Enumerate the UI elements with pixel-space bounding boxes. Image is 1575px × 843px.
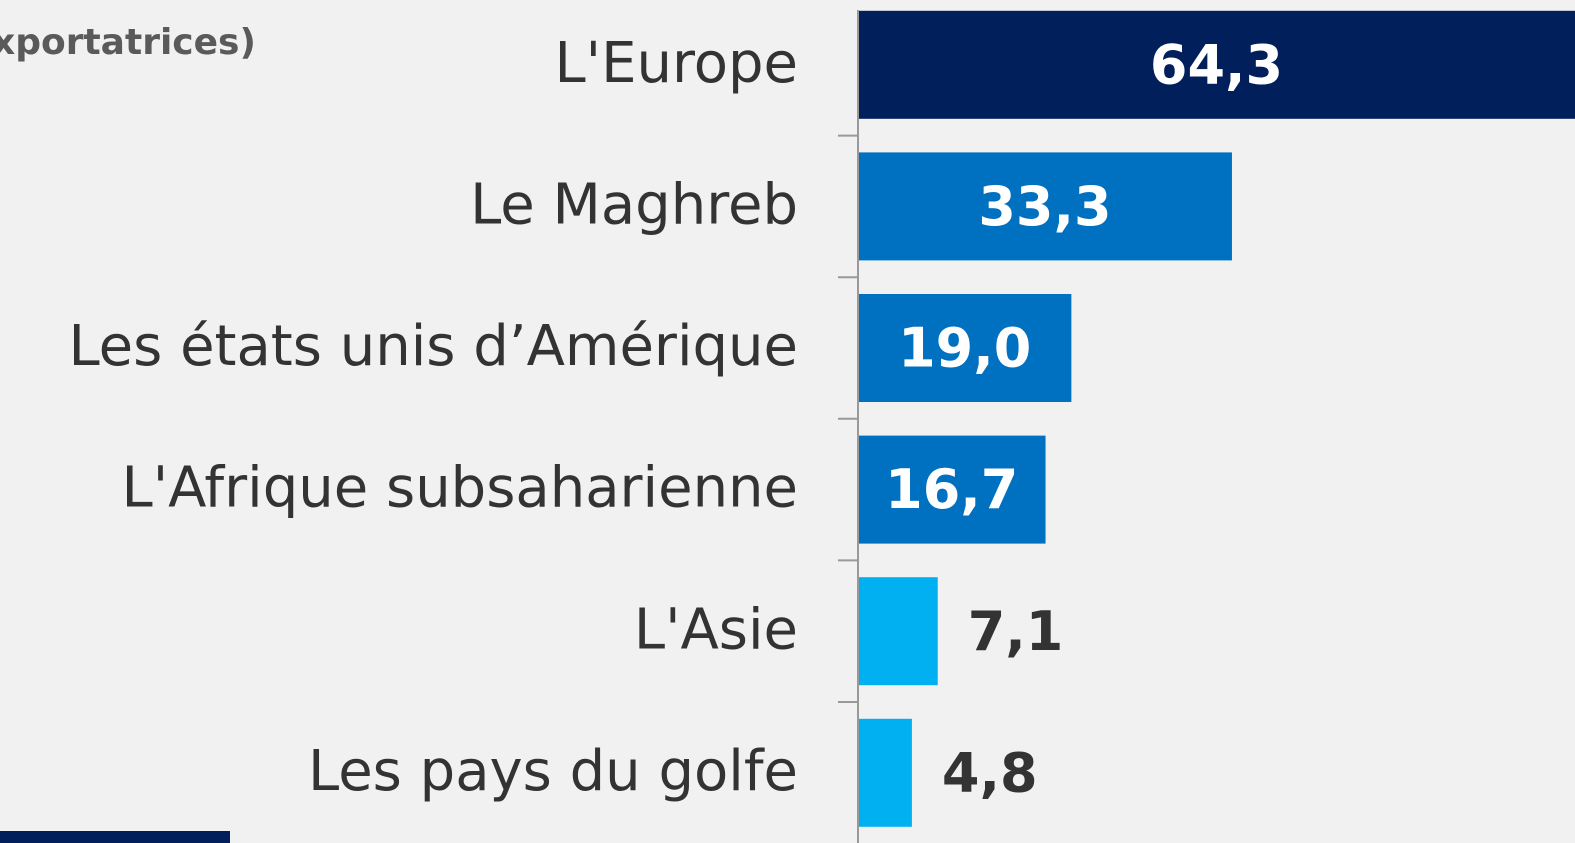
category-label: Le Maghreb [470, 173, 798, 238]
value-label: 64,3 [1150, 33, 1283, 96]
bar [858, 152, 1232, 261]
category-label: Les pays du golfe [308, 739, 798, 804]
bar [858, 10, 1575, 119]
chart-title: xportatrices) [0, 22, 256, 63]
bar [858, 435, 1046, 544]
value-label: 16,7 [885, 458, 1018, 521]
value-label: 4,8 [942, 741, 1038, 804]
category-label: L'Asie [634, 597, 798, 662]
category-label: L'Europe [554, 31, 798, 96]
category-label: L'Afrique subsaharienne [122, 456, 798, 521]
value-label: 7,1 [968, 600, 1064, 663]
bar [858, 577, 938, 686]
bar [858, 294, 1072, 402]
category-label: Les états unis d’Amérique [68, 314, 798, 379]
value-label: 19,0 [898, 317, 1031, 380]
decor-bar [0, 831, 230, 843]
value-label: 33,3 [978, 175, 1111, 238]
bar [858, 718, 912, 827]
